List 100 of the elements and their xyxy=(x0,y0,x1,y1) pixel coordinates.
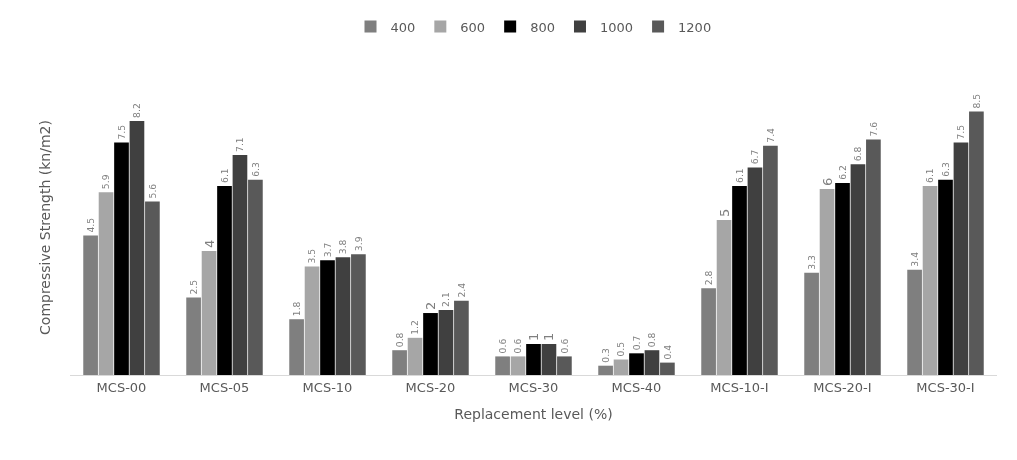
bar xyxy=(716,220,732,375)
bar xyxy=(922,185,938,375)
data-label: 6.7 xyxy=(749,149,761,165)
bar xyxy=(541,344,557,375)
data-label: 1 xyxy=(526,332,541,342)
data-label: 7.6 xyxy=(867,121,879,137)
bar xyxy=(351,254,366,375)
bar xyxy=(98,192,114,375)
bar xyxy=(114,142,129,375)
data-label: 0.4 xyxy=(661,344,673,360)
bar xyxy=(763,145,778,375)
bar xyxy=(335,257,351,375)
data-label: 8.2 xyxy=(131,103,143,118)
data-label: 7.4 xyxy=(764,127,776,143)
data-label: 4 xyxy=(201,239,217,249)
bar xyxy=(407,337,423,375)
data-label: 3.8 xyxy=(337,239,349,255)
bar xyxy=(438,309,454,375)
bar xyxy=(129,120,145,375)
bar xyxy=(747,167,763,375)
legend-label: 1000 xyxy=(599,19,634,35)
legend-label: 600 xyxy=(460,19,486,35)
data-label: 3.9 xyxy=(352,236,364,252)
legend-label: 400 xyxy=(390,19,416,35)
bar xyxy=(289,319,304,375)
bar xyxy=(732,185,747,375)
data-label: 0.6 xyxy=(496,338,508,354)
data-label: 6.8 xyxy=(852,146,864,162)
bar xyxy=(629,353,644,375)
legend-label: 800 xyxy=(530,19,555,35)
bar xyxy=(557,356,572,375)
x-tick-label: MCS-30-I xyxy=(916,379,975,395)
data-label: 5.9 xyxy=(100,174,112,190)
data-label: 6.1 xyxy=(733,168,745,183)
data-label: 3.5 xyxy=(306,248,318,264)
bar xyxy=(526,344,541,375)
data-label: 3.7 xyxy=(321,242,333,258)
bar xyxy=(804,272,819,375)
bar xyxy=(866,139,881,375)
x-tick-label: MCS-20 xyxy=(405,379,456,395)
bar xyxy=(454,300,469,375)
data-label: 3.4 xyxy=(908,251,920,267)
x-tick-label: MCS-00 xyxy=(96,379,147,395)
data-label: 1.2 xyxy=(409,320,421,335)
bar xyxy=(598,365,613,375)
bar xyxy=(660,362,675,375)
data-label: 5.6 xyxy=(146,183,158,199)
y-axis-title: Compressive Strength (kn/m2) xyxy=(36,120,53,335)
bar xyxy=(819,189,835,375)
data-label: 2.5 xyxy=(187,279,199,295)
bar xyxy=(248,179,263,375)
bar xyxy=(938,179,953,375)
x-tick-label: MCS-05 xyxy=(199,379,250,395)
data-label: 3.3 xyxy=(805,254,817,270)
bar xyxy=(232,154,248,375)
data-label: 1.8 xyxy=(290,301,302,317)
bar xyxy=(613,359,629,375)
bar xyxy=(83,235,98,375)
data-label: 2.1 xyxy=(440,292,452,307)
data-label: 0.5 xyxy=(615,341,627,357)
data-label: 8.5 xyxy=(970,93,982,109)
data-label: 4.5 xyxy=(84,217,96,233)
x-tick-label: MCS-40 xyxy=(611,379,662,395)
bar xyxy=(304,266,320,375)
data-label: 0.8 xyxy=(393,332,405,348)
data-label: 0.6 xyxy=(558,338,570,354)
bar xyxy=(953,142,969,375)
data-label: 6.3 xyxy=(249,161,261,177)
data-label: 0.6 xyxy=(512,338,524,354)
x-axis-title: Replacement level (%) xyxy=(454,405,613,422)
data-label: 2.8 xyxy=(702,270,714,286)
x-tick-label: MCS-20-I xyxy=(813,379,872,395)
data-label: 7.5 xyxy=(955,124,967,140)
bar xyxy=(320,260,335,375)
bar xyxy=(644,350,660,375)
data-label: 2 xyxy=(423,301,438,311)
bar xyxy=(835,182,850,375)
bar xyxy=(392,350,407,375)
bar xyxy=(701,288,716,375)
data-label: 6.1 xyxy=(218,168,230,183)
data-label: 6.2 xyxy=(836,165,848,180)
x-tick-label: MCS-30 xyxy=(508,379,559,395)
bar xyxy=(145,201,160,375)
bar xyxy=(423,313,438,375)
bar xyxy=(186,297,201,375)
data-label: 5 xyxy=(716,208,732,218)
data-label: 2.4 xyxy=(455,282,467,298)
data-label: 6.1 xyxy=(924,168,936,183)
x-tick-label: MCS-10 xyxy=(302,379,353,395)
bar xyxy=(217,185,232,375)
data-label: 6.3 xyxy=(939,161,951,177)
bar xyxy=(510,356,526,375)
bar xyxy=(907,269,922,375)
bar xyxy=(850,164,866,375)
legend-label: 1200 xyxy=(678,19,712,35)
bar xyxy=(969,111,984,375)
data-label: 0.8 xyxy=(646,332,658,348)
bar xyxy=(201,251,217,375)
x-tick-label: MCS-10-I xyxy=(710,379,769,395)
data-label: 6 xyxy=(819,177,835,187)
